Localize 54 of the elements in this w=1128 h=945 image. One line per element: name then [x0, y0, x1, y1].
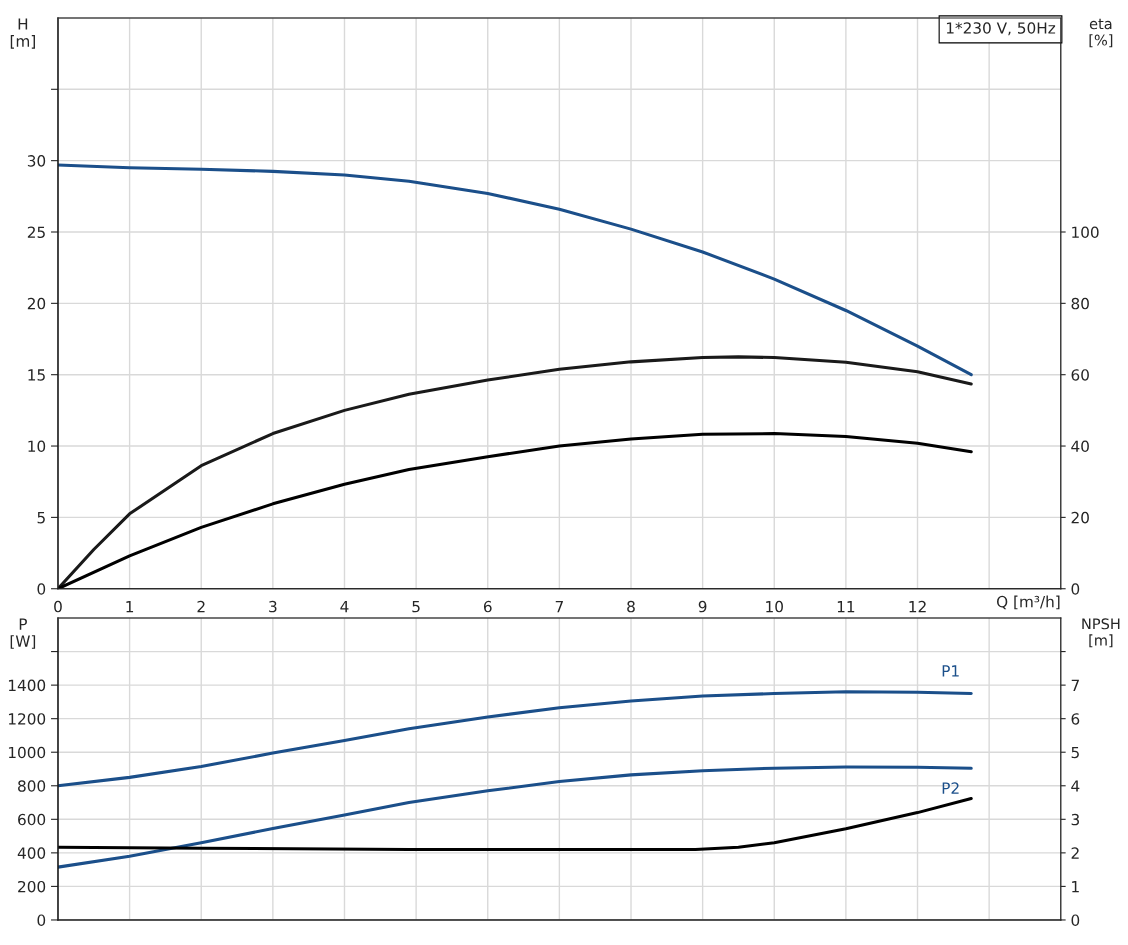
y2-tick-label: 40	[1071, 440, 1089, 453]
y-tick-label: 600	[18, 813, 46, 826]
x-tick-label: 8	[627, 600, 635, 613]
y2-tick-label: 1	[1072, 881, 1079, 893]
y-axis-title: H [m]	[10, 18, 35, 49]
y-tick-label: 0	[37, 914, 46, 926]
y-tick-label: 10	[28, 440, 46, 453]
series-label: P1	[942, 665, 959, 677]
x-tick-label: 3	[269, 600, 277, 613]
y2-tick-label: 5	[1071, 746, 1079, 759]
y2-axis-title: eta [%]	[1089, 18, 1113, 48]
y-axis-title: P [W]	[10, 618, 36, 649]
x-tick-label: 0	[54, 600, 62, 613]
x-tick-label: 5	[412, 601, 420, 613]
y-tick-label: 25	[27, 226, 45, 239]
y2-axis-title: NPSH [m]	[1082, 618, 1120, 648]
x-tick-label: 11	[837, 601, 855, 613]
y2-tick-label: 80	[1071, 297, 1089, 310]
y-tick-label: 1200	[8, 713, 46, 725]
y2-tick-label: 2	[1071, 847, 1079, 859]
y2-tick-label: 3	[1071, 813, 1079, 826]
y-tick-label: 15	[28, 369, 45, 381]
x-tick-label: 12	[909, 600, 926, 613]
y2-tick-label: 0	[1071, 583, 1080, 595]
y2-tick-label: 100	[1072, 226, 1099, 239]
y-tick-label: 800	[18, 780, 46, 792]
x-tick-label: 1	[126, 601, 134, 613]
y-tick-label: 20	[27, 297, 46, 310]
y-tick-label: 0	[37, 583, 46, 595]
series-label: P2	[942, 782, 959, 794]
line-series	[57, 765, 973, 869]
annotation: 1*230 V, 50Hz	[946, 22, 1056, 36]
y-tick-label: 30	[27, 155, 46, 167]
y2-tick-label: 6	[1071, 713, 1080, 725]
x-tick-label: 10	[766, 600, 783, 613]
y-tick-label: 200	[18, 880, 46, 893]
y-tick-label: 1000	[8, 746, 46, 759]
y2-tick-label: 60	[1071, 369, 1089, 381]
y2-tick-label: 4	[1071, 780, 1080, 792]
x-tick-label: 9	[698, 600, 707, 613]
x-axis-title: Q [m³/h]	[996, 595, 1060, 610]
x-tick-label: 2	[197, 600, 205, 613]
x-tick-label: 4	[340, 601, 349, 613]
x-tick-label: 6	[483, 600, 492, 613]
y2-tick-label: 20	[1071, 511, 1089, 524]
y2-tick-label: 7	[1071, 679, 1079, 691]
y-tick-label: 400	[17, 847, 46, 859]
y2-tick-label: 0	[1071, 914, 1080, 926]
line-series	[57, 796, 973, 852]
line-series	[57, 432, 973, 589]
y-tick-label: 5	[37, 512, 45, 524]
line-series	[57, 163, 973, 377]
x-tick-label: 7	[555, 601, 563, 613]
y-tick-label: 1400	[8, 679, 46, 692]
